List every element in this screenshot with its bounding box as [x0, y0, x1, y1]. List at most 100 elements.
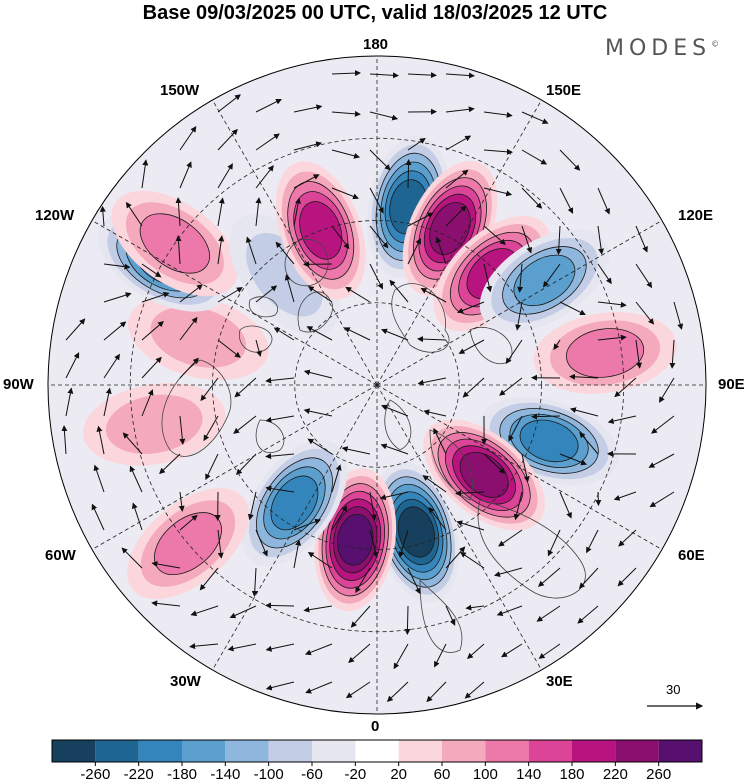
- wind-arrow: [217, 339, 241, 358]
- anomaly-center: [479, 229, 610, 332]
- wind-arrow: [462, 377, 485, 398]
- wind-arrow: [515, 301, 523, 331]
- wind-arrow: [331, 464, 342, 493]
- wind-arrow: [422, 475, 447, 493]
- colorbar-swatch: [95, 740, 139, 762]
- wind-arrow: [669, 339, 676, 369]
- wind-arrow: [234, 377, 257, 398]
- wind-arrow: [445, 169, 469, 189]
- wind-arrow: [417, 377, 447, 386]
- wind-arrow: [559, 187, 574, 214]
- wind-arrow: [369, 263, 383, 290]
- wind-arrow: [265, 415, 295, 423]
- wind-arrow: [369, 72, 399, 79]
- lon-label-150e: 150E: [546, 82, 582, 99]
- wind-arrow: [103, 292, 132, 303]
- wind-arrow: [141, 356, 162, 379]
- lon-label-30w: 30W: [170, 673, 201, 690]
- wind-arrow: [455, 490, 485, 497]
- colorbar-swatch: [658, 740, 702, 762]
- wind-arrow: [428, 506, 447, 531]
- wind-arrow: [369, 529, 379, 559]
- colorbar-swatch: [442, 740, 486, 762]
- coastline-scandinavia: [384, 399, 473, 501]
- wind-arrow: [227, 643, 257, 652]
- wind-arrow: [247, 491, 257, 521]
- colorbar-tick-label: -20: [344, 766, 367, 783]
- lon-label-120w: 120W: [35, 207, 75, 224]
- wind-arrow: [307, 286, 333, 303]
- wind-arrow: [255, 285, 278, 303]
- wind-arrow: [179, 284, 203, 303]
- map-title: Base 09/03/2025 00 UTC, valid 18/03/2025…: [142, 2, 608, 24]
- land-outlines: [161, 238, 586, 653]
- meridian-line: [376, 384, 542, 671]
- anomaly-contour: [513, 254, 576, 307]
- wind-arrow: [190, 605, 219, 617]
- brand-mark: ©: [711, 39, 720, 49]
- wind-arrow: [245, 236, 257, 265]
- wind-arrow: [635, 301, 655, 325]
- lon-label-120e: 120E: [678, 207, 714, 224]
- wind-arrow: [445, 135, 472, 151]
- wind-arrow: [483, 263, 493, 293]
- lon-label-30e: 30E: [546, 673, 573, 690]
- wind-arrow: [578, 567, 599, 589]
- wind-arrow: [331, 187, 359, 200]
- colorbar-swatch: [268, 740, 312, 762]
- lon-label-180: 180: [363, 36, 389, 53]
- wind-arrow: [275, 241, 295, 265]
- wind-arrow: [306, 326, 333, 341]
- coastline-greenland: [297, 291, 333, 333]
- wind-arrow: [445, 72, 475, 79]
- anomaly-center: [533, 312, 677, 394]
- wind-arrow: [103, 353, 120, 379]
- colorbar-swatch: [312, 740, 356, 762]
- wind-arrow: [521, 111, 549, 124]
- anomaly-contour: [397, 506, 436, 558]
- wind-arrow: [255, 529, 268, 557]
- lon-label-90e: 90E: [718, 376, 745, 393]
- wind-arrow: [179, 161, 192, 189]
- wind-arrow: [217, 235, 225, 265]
- wind-arrow: [389, 279, 409, 303]
- wind-arrow: [393, 643, 409, 670]
- wind-arrow: [521, 225, 533, 254]
- wind-arrow: [284, 274, 295, 303]
- anomaly-contour: [105, 394, 203, 454]
- wind-arrow: [433, 427, 447, 455]
- wind-arrow: [423, 409, 447, 417]
- wind-arrow: [65, 387, 74, 417]
- wind-arrow: [649, 491, 675, 508]
- wind-arrow: [91, 503, 105, 531]
- wind-arrow: [304, 643, 333, 656]
- wind-arrow: [103, 263, 131, 270]
- wind-arrow: [369, 111, 399, 121]
- wind-arrow: [303, 408, 333, 417]
- meridian-line: [212, 99, 378, 386]
- wind-arrow: [537, 567, 561, 587]
- wind-arrow: [494, 567, 523, 577]
- wind-arrow: [293, 197, 302, 227]
- wind-arrow: [521, 149, 548, 165]
- wind-arrow: [369, 187, 384, 214]
- wind-arrow: [434, 643, 447, 668]
- wind-arrow: [555, 225, 562, 255]
- wind-arrow: [99, 205, 106, 227]
- wind-arrow: [559, 491, 572, 519]
- wind-arrow: [203, 415, 219, 442]
- wind-arrow: [348, 643, 371, 664]
- meridian-line: [91, 384, 378, 550]
- wind-arrow: [200, 377, 219, 402]
- colorbar-swatch: [528, 740, 572, 762]
- colorbar-tick-label: 60: [433, 766, 451, 783]
- colorbar: [51, 739, 703, 766]
- wind-arrow: [331, 110, 361, 117]
- wind-arrow: [65, 318, 86, 341]
- wind-arrow: [217, 94, 241, 113]
- wind-arrow: [255, 133, 280, 151]
- wind-arrow: [293, 539, 302, 569]
- wind-arrow: [607, 415, 637, 424]
- wind-arrow: [553, 339, 561, 350]
- wind-arrow: [559, 149, 581, 171]
